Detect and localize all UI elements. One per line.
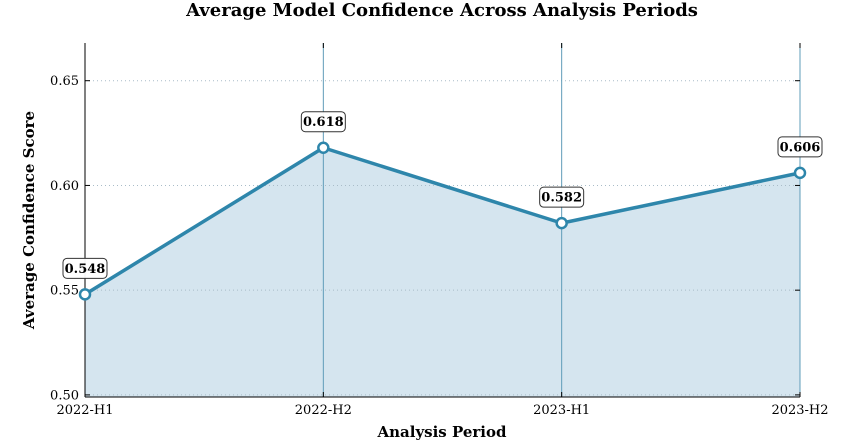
data-point-2	[555, 216, 568, 230]
y-tick-label-0: 0.50	[50, 388, 79, 403]
data-label-box-1	[300, 111, 346, 133]
data-label-0: 0.548	[62, 257, 108, 279]
y-tick-label-3: 0.65	[50, 74, 79, 89]
x-tick-label-2: 2023-H1	[533, 403, 590, 418]
axes	[84, 43, 801, 398]
data-label-box-0	[62, 257, 108, 279]
data-label-box-3	[777, 136, 823, 158]
x-tick-labels: 2022-H1 2022-H2 2023-H1 2023-H2	[56, 403, 828, 418]
plot-area	[85, 43, 800, 397]
y-tick-label-2: 0.60	[50, 179, 79, 194]
data-label-text-3: 0.606	[780, 140, 821, 155]
x-axis-label: Analysis Period	[376, 423, 507, 441]
data-label-2: 0.582	[539, 186, 585, 208]
chart-title: Average Model Confidence Across Analysis…	[185, 0, 698, 21]
x-tick-label-0: 2022-H1	[56, 403, 113, 418]
series-line	[78, 141, 807, 301]
x-tick-label-3: 2023-H2	[771, 403, 828, 418]
data-label-text-0: 0.548	[65, 262, 106, 277]
x-tick-label-1: 2022-H2	[295, 403, 352, 418]
y-tick-label-1: 0.55	[50, 284, 79, 299]
series-path	[84, 145, 801, 296]
data-point-0	[78, 288, 92, 301]
data-label-box-2	[539, 186, 585, 208]
data-label-text-2: 0.582	[541, 191, 582, 206]
y-tick-labels: 0.50 0.55 0.60 0.65	[50, 74, 79, 403]
data-point-3	[793, 166, 807, 180]
data-label-1: 0.618	[300, 111, 346, 133]
data-labels: 0.548 0.618 0.582 0.606	[62, 111, 823, 279]
data-point-1	[317, 141, 330, 154]
data-label-3: 0.606	[777, 136, 823, 158]
y-axis-label: Average Confidence Score	[20, 111, 38, 330]
area-fill	[85, 147, 800, 397]
data-label-text-1: 0.618	[303, 115, 344, 130]
